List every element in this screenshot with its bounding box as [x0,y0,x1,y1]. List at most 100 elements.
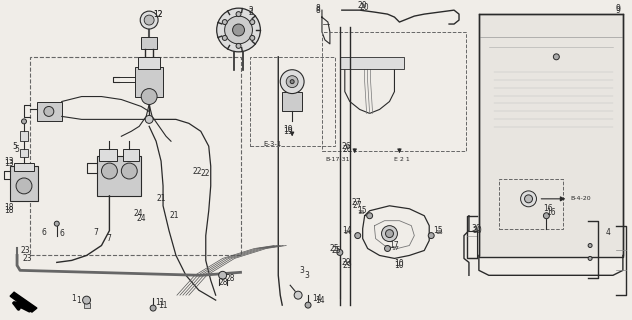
Text: B-17-31: B-17-31 [325,156,349,162]
Text: 6: 6 [60,229,64,238]
Circle shape [386,230,394,237]
Text: 23: 23 [22,254,32,263]
Bar [141,37,157,49]
Text: 3: 3 [299,266,304,275]
Bar [20,131,28,141]
Circle shape [384,245,391,252]
Text: 12: 12 [153,10,162,19]
Circle shape [233,24,245,36]
Text: 8: 8 [316,6,321,15]
Text: 25: 25 [330,244,339,253]
Circle shape [525,195,533,203]
Circle shape [222,20,228,25]
Circle shape [21,119,27,124]
Circle shape [305,302,311,308]
Circle shape [521,191,537,207]
Text: 4: 4 [606,228,611,237]
Circle shape [367,213,373,219]
Text: B-4-20: B-4-20 [570,196,591,201]
Text: 10: 10 [394,259,404,268]
Bar [83,303,90,308]
Circle shape [141,89,157,105]
Text: 16: 16 [547,208,556,217]
Text: 15: 15 [433,226,443,235]
Bar [283,92,302,111]
Text: 30: 30 [472,226,482,235]
Text: 22: 22 [193,166,202,176]
Circle shape [16,178,32,194]
Bar [97,156,141,196]
Text: 24: 24 [137,214,146,223]
Circle shape [236,12,241,17]
Bar [10,166,38,201]
Text: 29: 29 [343,261,353,270]
Text: 25: 25 [332,246,341,255]
Circle shape [121,163,137,179]
Bar [30,57,241,255]
Text: FR.: FR. [20,301,32,311]
Text: 13: 13 [4,156,14,165]
Text: 26: 26 [342,142,351,151]
Text: 5: 5 [14,145,19,154]
Text: 1: 1 [71,294,76,303]
Text: 3: 3 [304,271,309,280]
Text: 17: 17 [389,241,399,250]
Bar [250,57,335,146]
Text: 20: 20 [360,3,369,12]
Circle shape [588,256,592,260]
Circle shape [286,76,298,88]
Text: 27: 27 [352,198,362,207]
Text: 17: 17 [391,246,399,251]
Text: 11: 11 [155,298,164,307]
Text: 20: 20 [358,1,367,10]
Bar [99,149,118,161]
Text: 5: 5 [12,142,17,151]
Text: 23: 23 [20,246,30,255]
Text: 14: 14 [344,230,351,235]
Circle shape [236,44,241,48]
Text: 8: 8 [316,4,321,13]
Circle shape [54,221,59,226]
Text: 19: 19 [283,125,293,134]
Text: 18: 18 [4,206,14,215]
Circle shape [83,296,90,304]
Text: 6: 6 [42,228,47,237]
Circle shape [250,20,255,25]
Polygon shape [10,292,37,312]
Text: 15: 15 [358,210,365,215]
Text: 15: 15 [356,206,367,215]
Text: 29: 29 [342,258,351,267]
Circle shape [294,291,302,299]
Text: 16: 16 [544,204,553,213]
Text: 1: 1 [76,296,82,305]
Text: 14: 14 [342,226,351,235]
Text: 19: 19 [283,127,293,136]
Circle shape [428,233,434,239]
Text: 2: 2 [248,6,253,15]
Circle shape [250,36,255,40]
Text: 24: 24 [133,209,143,218]
Text: 18: 18 [4,203,14,212]
Circle shape [219,271,227,279]
Bar [20,149,28,157]
Bar [322,32,466,151]
Text: 21: 21 [156,194,166,203]
Text: 14: 14 [315,296,325,305]
Circle shape [382,226,398,242]
Circle shape [588,244,592,247]
Circle shape [44,107,54,116]
Text: 21: 21 [169,211,178,220]
Circle shape [554,54,559,60]
Circle shape [144,15,154,25]
Bar [479,14,623,257]
Text: 7: 7 [106,234,111,243]
Bar [499,179,563,228]
Bar [135,67,163,97]
Text: 13: 13 [4,159,14,168]
Text: 9: 9 [616,4,621,13]
Circle shape [140,11,158,29]
Circle shape [337,250,343,255]
Circle shape [224,16,252,44]
Text: 28: 28 [219,278,228,287]
Text: 12: 12 [153,10,162,19]
